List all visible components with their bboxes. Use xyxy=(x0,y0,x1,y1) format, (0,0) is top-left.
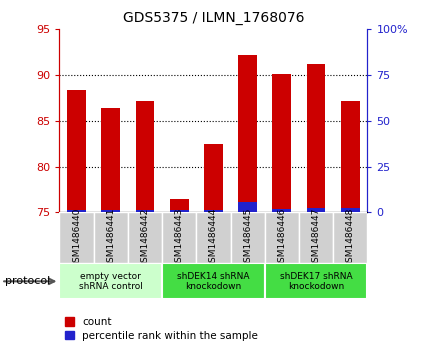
FancyBboxPatch shape xyxy=(162,212,196,263)
Bar xyxy=(204,210,223,212)
Bar xyxy=(170,210,189,212)
Text: GSM1486441: GSM1486441 xyxy=(106,208,115,268)
FancyBboxPatch shape xyxy=(59,263,162,299)
FancyBboxPatch shape xyxy=(265,212,299,263)
FancyBboxPatch shape xyxy=(196,212,231,263)
FancyBboxPatch shape xyxy=(299,212,333,263)
Bar xyxy=(238,55,257,212)
Bar xyxy=(272,209,291,212)
Bar xyxy=(238,202,257,212)
Bar xyxy=(101,108,120,212)
FancyBboxPatch shape xyxy=(333,212,367,263)
Bar xyxy=(307,64,326,212)
Text: GSM1486447: GSM1486447 xyxy=(312,208,321,268)
Text: shDEK14 shRNA
knockodown: shDEK14 shRNA knockodown xyxy=(177,272,249,291)
Bar xyxy=(170,199,189,212)
FancyBboxPatch shape xyxy=(265,263,367,299)
FancyBboxPatch shape xyxy=(128,212,162,263)
Bar xyxy=(272,74,291,212)
Bar xyxy=(101,209,120,212)
Text: GSM1486442: GSM1486442 xyxy=(140,208,150,268)
Bar xyxy=(136,209,154,212)
Text: GSM1486446: GSM1486446 xyxy=(277,208,286,268)
Text: GSM1486440: GSM1486440 xyxy=(72,208,81,268)
Legend: count, percentile rank within the sample: count, percentile rank within the sample xyxy=(65,317,258,340)
Text: shDEK17 shRNA
knockodown: shDEK17 shRNA knockodown xyxy=(280,272,352,291)
FancyBboxPatch shape xyxy=(231,212,265,263)
Bar xyxy=(307,208,326,212)
Bar xyxy=(67,209,86,212)
Title: GDS5375 / ILMN_1768076: GDS5375 / ILMN_1768076 xyxy=(123,11,304,25)
Bar xyxy=(67,90,86,212)
Bar xyxy=(204,144,223,212)
Text: GSM1486448: GSM1486448 xyxy=(346,208,355,268)
Text: empty vector
shRNA control: empty vector shRNA control xyxy=(79,272,143,291)
Text: GSM1486444: GSM1486444 xyxy=(209,208,218,268)
Text: GSM1486445: GSM1486445 xyxy=(243,208,252,268)
FancyBboxPatch shape xyxy=(59,212,94,263)
FancyBboxPatch shape xyxy=(94,212,128,263)
Text: protocol: protocol xyxy=(5,276,51,286)
Bar xyxy=(341,208,360,212)
Bar xyxy=(341,101,360,212)
Bar xyxy=(136,101,154,212)
Text: GSM1486443: GSM1486443 xyxy=(175,208,183,268)
FancyBboxPatch shape xyxy=(162,263,265,299)
